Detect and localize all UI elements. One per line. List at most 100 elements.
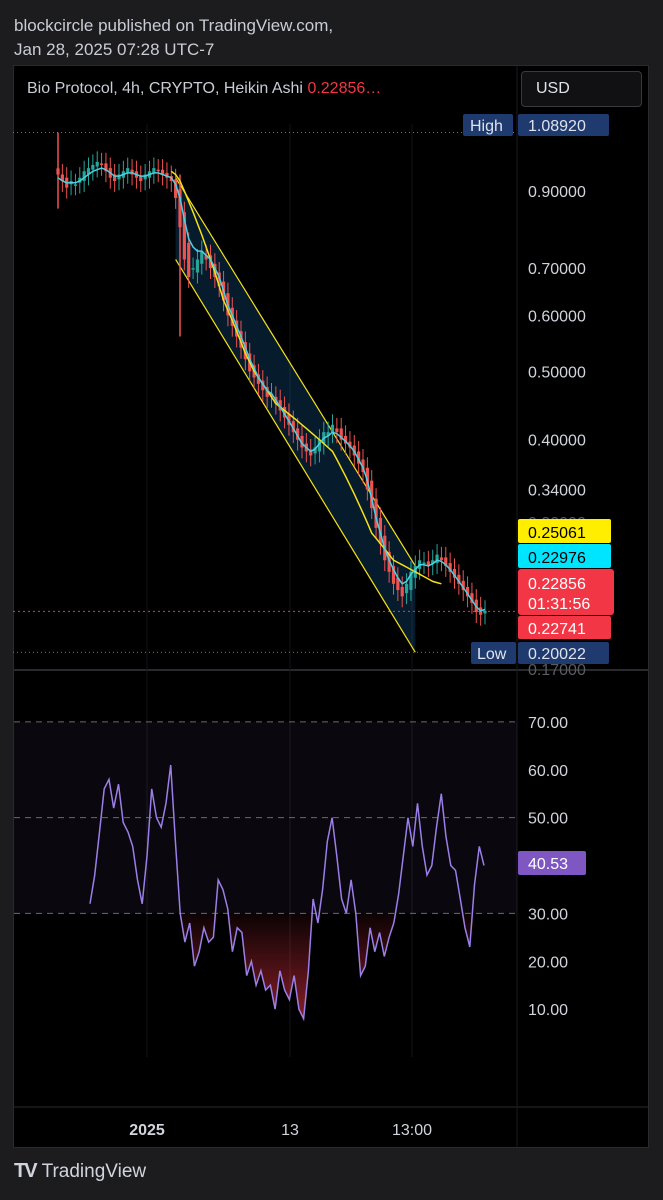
candle-body <box>452 568 457 578</box>
candle-body <box>439 557 444 561</box>
candle-body <box>243 342 247 360</box>
candle-body <box>152 168 156 173</box>
current-price-label: 0.22856 <box>528 576 586 593</box>
rsi-tick-label: 50.00 <box>528 811 568 828</box>
candle-body <box>339 428 343 440</box>
high-price-label: 1.08920 <box>528 118 586 135</box>
publish-info: blockcircle published on TradingView.com… <box>14 14 333 62</box>
candle-body <box>174 179 178 198</box>
ema-line <box>57 167 486 612</box>
low-price-label-bg <box>518 642 609 664</box>
price-tick-label: 0.17000 <box>528 662 586 679</box>
tradingview-logo-icon: TV <box>14 1160 38 1182</box>
candle-body <box>426 561 430 566</box>
candle-body <box>265 387 269 397</box>
candle-body <box>269 393 274 397</box>
legend-symbol: Bio Protocol, 4h, CRYPTO, Heikin Ashi <box>27 80 303 97</box>
candle-body <box>256 374 261 384</box>
candle-body <box>335 428 339 433</box>
high-price-label-bg <box>518 114 609 136</box>
candle-body <box>291 421 295 433</box>
candle-body <box>160 169 165 175</box>
price-tick-label: 0.90000 <box>528 184 586 201</box>
bid-price-label-bg <box>518 616 611 639</box>
candle-body <box>431 560 435 565</box>
candle-body <box>444 557 448 566</box>
high-tag-bg <box>463 114 513 136</box>
candle-body <box>300 435 304 448</box>
candle-body <box>95 161 99 167</box>
candle-body <box>391 565 396 584</box>
candle-body <box>235 320 239 337</box>
channel-fill <box>175 177 416 653</box>
publish-line-2: Jan 28, 2025 07:28 UTC-7 <box>14 40 215 59</box>
ema-price-label-bg <box>518 544 611 568</box>
chart-legend[interactable]: Bio Protocol, 4h, CRYPTO, Heikin Ashi 0.… <box>27 80 381 98</box>
candle-body <box>374 498 378 528</box>
candle-body <box>470 593 474 603</box>
candle-body <box>239 331 243 348</box>
low-tag-label: Low <box>477 646 507 663</box>
candle-body <box>99 163 104 165</box>
price-tick-label: 0.40000 <box>528 433 586 450</box>
candle-body <box>370 480 374 509</box>
candle-body <box>104 163 108 172</box>
candle-body <box>461 580 465 591</box>
publish-line-1: blockcircle published on TradingView.com… <box>14 16 334 35</box>
candle-body <box>143 174 147 180</box>
candle-body <box>465 586 470 597</box>
time-tick-label: 2025 <box>129 1122 165 1139</box>
price-tick-label: 0.70000 <box>528 261 586 278</box>
candle-body <box>204 255 208 260</box>
candle-body <box>60 174 64 182</box>
low-price-label: 0.20022 <box>528 646 586 663</box>
candle-body <box>113 174 117 182</box>
candle-body <box>82 171 86 182</box>
candle-body <box>457 574 461 584</box>
channel-line <box>175 259 416 653</box>
candle-body <box>317 439 322 452</box>
candle-body <box>357 451 361 464</box>
candle-body <box>73 184 78 186</box>
rsi-tick-label: 10.00 <box>528 1002 568 1019</box>
high-tag-label: High <box>470 118 503 135</box>
price-tick-label: 0.60000 <box>528 308 586 325</box>
rsi-line <box>89 764 485 1022</box>
rsi-tick-label: 20.00 <box>528 954 568 971</box>
price-tick-label: 0.34000 <box>528 483 586 500</box>
channel-line <box>175 177 416 567</box>
candle-body <box>409 571 413 591</box>
candle-body <box>404 583 409 594</box>
candle-body <box>483 610 487 614</box>
rsi-value-badge <box>518 850 586 875</box>
candle-body <box>191 268 195 270</box>
time-tick-label: 13 <box>281 1122 299 1139</box>
candle-body <box>86 168 91 175</box>
candle-body <box>287 414 291 425</box>
candle-body <box>117 174 121 180</box>
candle-countdown-label: 01:31:56 <box>528 596 590 613</box>
candle-body <box>400 586 404 597</box>
candle-body <box>396 577 400 591</box>
candle-body <box>156 169 160 172</box>
candle-body <box>296 428 300 440</box>
rsi-band-fill <box>14 721 517 914</box>
candle-body <box>330 424 335 433</box>
ema-price-label: 0.22976 <box>528 550 586 567</box>
rsi-tick-label: 30.00 <box>528 906 568 923</box>
bid-price-label: 0.22741 <box>528 621 586 638</box>
candle-body <box>343 435 348 444</box>
low-tag-bg <box>471 642 516 664</box>
candle-body <box>195 259 200 273</box>
candle-body <box>165 172 169 178</box>
time-tick-label: 13:00 <box>392 1122 432 1139</box>
footer-brand[interactable]: TV TradingView <box>14 1160 146 1183</box>
candle-body <box>126 168 130 173</box>
rsi-tick-label: 70.00 <box>528 715 568 732</box>
currency-selector[interactable]: USD <box>521 71 642 107</box>
candle-body <box>200 251 204 264</box>
price-tick-label: 0.50000 <box>528 364 586 381</box>
rsi-value-label: 40.53 <box>528 856 568 873</box>
candle-body <box>309 449 313 456</box>
